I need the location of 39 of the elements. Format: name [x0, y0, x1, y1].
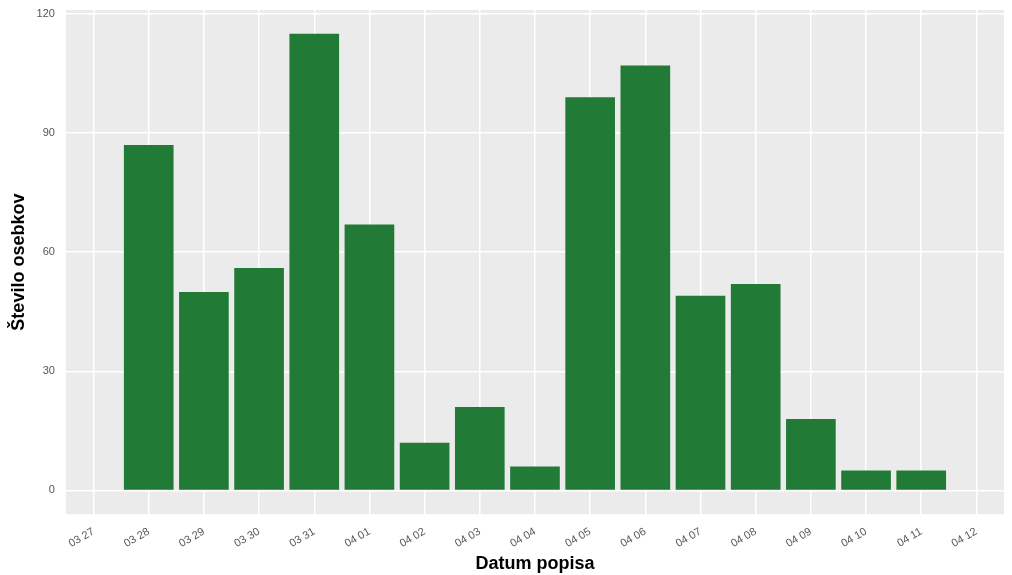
x-tick-label: 04 11: [894, 524, 924, 549]
x-tick-label: 04 08: [728, 524, 759, 550]
x-tick-label: 04 12: [949, 524, 979, 550]
x-tick-label: 04 05: [562, 524, 593, 550]
bar: [841, 470, 891, 490]
x-tick-label: 04 03: [452, 524, 483, 550]
x-tick-label: 03 31: [286, 524, 317, 550]
y-tick-label: 90: [42, 126, 55, 139]
x-axis-title: Datum popisa: [475, 553, 596, 574]
bar: [179, 291, 229, 490]
x-tick-label: 03 27: [66, 524, 97, 550]
x-tick-label: 04 06: [618, 524, 648, 550]
bar: [454, 407, 505, 490]
x-tick-label: 04 09: [783, 524, 814, 550]
y-tick-label: 0: [48, 483, 55, 496]
bar: [786, 418, 836, 490]
bar: [344, 224, 395, 490]
x-tick-label: 03 30: [231, 524, 262, 550]
bar: [565, 97, 615, 490]
x-tick-label: 03 29: [176, 524, 207, 550]
bar: [730, 283, 781, 490]
bar: [675, 295, 726, 490]
bar: [896, 470, 947, 490]
x-tick-label: 04 07: [673, 524, 704, 550]
x-tick-label: 04 10: [838, 524, 869, 550]
y-tick-label: 60: [42, 245, 55, 258]
x-tick-label: 04 04: [507, 524, 538, 550]
bar: [399, 442, 450, 490]
y-axis-title: Število osebkov: [6, 193, 28, 331]
x-tick-label: 03 28: [121, 524, 152, 550]
x-tick-label: 04 02: [397, 524, 428, 550]
bar: [510, 466, 560, 490]
y-tick-label: 120: [36, 7, 55, 19]
bar: [123, 144, 174, 490]
x-tick-label: 04 01: [342, 524, 372, 550]
bar: [289, 33, 340, 490]
bar: [620, 65, 671, 490]
y-tick-label: 30: [42, 364, 55, 377]
bar: [234, 268, 284, 490]
